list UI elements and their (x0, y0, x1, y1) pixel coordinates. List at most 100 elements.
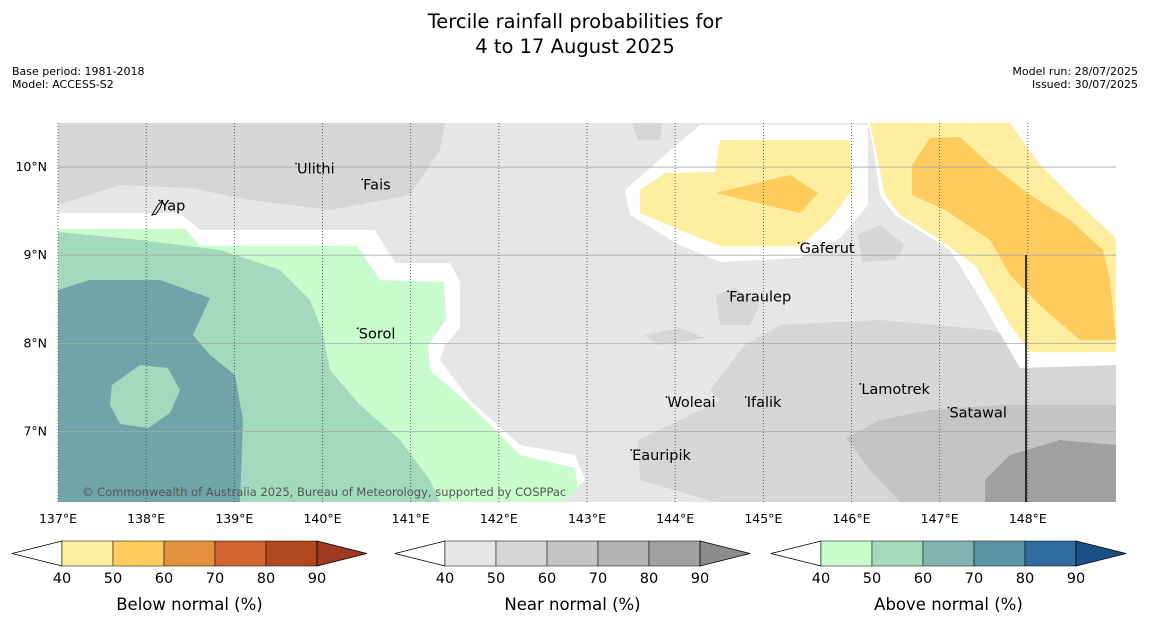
legend-tick-label: 40 (53, 571, 71, 587)
field-near-50-central (644, 328, 705, 345)
grid (57, 123, 1116, 502)
place-label: Satawal (949, 406, 1006, 422)
copyright-note: © Commonwealth of Australia 2025, Bureau… (82, 485, 566, 499)
legend-tick-label: 90 (1067, 571, 1085, 587)
legend-swatch (61, 540, 114, 567)
place-label: Lamotrek (861, 382, 930, 398)
field-near-50-faraulep (716, 288, 760, 325)
lon-tick-label: 147°E (921, 511, 959, 526)
place-label: Ifalik (747, 395, 782, 411)
legend-title: Below normal (%) (116, 595, 263, 614)
place-label: Gaferut (800, 241, 855, 257)
title-line-1: Tercile rainfall probabilities for (427, 10, 723, 33)
field-above-50-inner (110, 365, 180, 428)
legend-low-arrow (11, 540, 63, 567)
legend-tick-label: 40 (436, 571, 454, 587)
place-labels: Ulithi Fais Yap Gaferut Faraulep Sorol Lamotre… (158, 161, 1007, 464)
lon-tick-label: 143°E (568, 511, 606, 526)
legend-swatch (820, 540, 873, 567)
legend-swatch (922, 540, 975, 567)
field-near-50-northwest (58, 123, 445, 210)
lat-tick-label: 7°N (23, 423, 47, 438)
field-below-50-northeast (912, 137, 1116, 340)
legend-swatch (163, 540, 216, 567)
legend-swatch (546, 540, 599, 567)
legend-tick-label: 70 (206, 571, 224, 587)
legend-tick-label: 60 (538, 571, 556, 587)
lon-tick-label: 137°E (39, 511, 77, 526)
legend-title: Above normal (%) (874, 595, 1023, 614)
legend-swatch (1024, 540, 1077, 567)
place-marker (665, 396, 668, 398)
legend-tick-label: 50 (487, 571, 505, 587)
lat-tick-label: 9°N (23, 247, 47, 262)
place-marker (630, 449, 632, 451)
legend-above: 40 50 60 70 80 90 Above normal (%) (770, 540, 1127, 614)
legend-tick-label: 80 (257, 571, 275, 587)
base-period: Base period: 1981-2018 (12, 65, 145, 78)
legend-swatch (444, 540, 497, 567)
place-label: Eauripik (632, 448, 691, 464)
place-marker (859, 382, 862, 385)
legend-high-arrow (1075, 540, 1127, 567)
legend-swatch (648, 540, 701, 567)
place-label: Faraulep (729, 289, 791, 305)
lon-tick-label: 146°E (832, 511, 870, 526)
field-near-70 (985, 440, 1116, 502)
legend-tick-label: 40 (812, 571, 830, 587)
place-marker (158, 199, 161, 202)
legend-near: 40 50 60 70 80 90 Near normal (%) (394, 540, 751, 614)
model-name: Model: ACCESS-S2 (12, 78, 114, 91)
legend-tick-label: 70 (589, 571, 607, 587)
legend-swatch (265, 540, 318, 567)
meta-left: Base period: 1981-2018 Model: ACCESS-S2 (12, 65, 144, 91)
legend-tick-label: 90 (308, 571, 326, 587)
model-run: Model run: 28/07/2025 (1012, 65, 1138, 78)
legend-high-arrow (699, 540, 751, 567)
legend-high-arrow (316, 540, 368, 567)
place-marker (295, 162, 297, 165)
legend-swatch (973, 540, 1026, 567)
place-label: Fais (363, 177, 390, 193)
legend-tick-label: 50 (104, 571, 122, 587)
place-marker (947, 406, 950, 409)
meta-right: Model run: 28/07/2025 Issued: 30/07/2025 (1012, 65, 1138, 91)
place-label: Sorol (359, 326, 396, 342)
field-below-50-east (716, 175, 818, 213)
title-line-2: 4 to 17 August 2025 (475, 35, 675, 58)
place-label: Yap (159, 198, 185, 214)
place-label: Woleai (667, 395, 715, 411)
lon-tick-label: 140°E (303, 511, 341, 526)
chart-title: Tercile rainfall probabilities for 4 to … (0, 9, 1150, 59)
place-marker (744, 396, 747, 398)
lon-tick-label: 139°E (215, 511, 253, 526)
legend-tick-label: 60 (914, 571, 932, 587)
legend-tick-label: 50 (863, 571, 881, 587)
place-marker (727, 290, 729, 293)
legend-title: Near normal (%) (504, 595, 640, 614)
lon-tick-label: 145°E (744, 511, 782, 526)
issued-date: Issued: 30/07/2025 (1031, 78, 1138, 91)
field-near-50-gaferut (858, 225, 905, 262)
lon-tick-label: 142°E (480, 511, 518, 526)
legends: 40 50 60 70 80 90 Below normal (%) 40 50 60 70 80 90… (11, 540, 1127, 614)
lon-tick-label: 148°E (1009, 511, 1047, 526)
legend-tick-label: 90 (691, 571, 709, 587)
yap-island-shape (150, 199, 164, 216)
lat-tick-label: 10°N (15, 159, 47, 174)
lon-tick-label: 144°E (656, 511, 694, 526)
legend-swatch (214, 540, 267, 567)
legend-tick-label: 80 (1016, 571, 1034, 587)
place-marker (797, 241, 800, 244)
lon-tick-label: 141°E (392, 511, 430, 526)
legend-tick-label: 70 (965, 571, 983, 587)
place-label: Ulithi (297, 161, 335, 177)
field-near-50-north (632, 123, 662, 140)
legend-tick-label: 80 (640, 571, 658, 587)
legend-swatch (871, 540, 924, 567)
legend-below: 40 50 60 70 80 90 Below normal (%) (11, 540, 368, 614)
legend-tick-label: 60 (155, 571, 173, 587)
legend-low-arrow (770, 540, 822, 567)
lat-tick-label: 8°N (23, 335, 47, 350)
